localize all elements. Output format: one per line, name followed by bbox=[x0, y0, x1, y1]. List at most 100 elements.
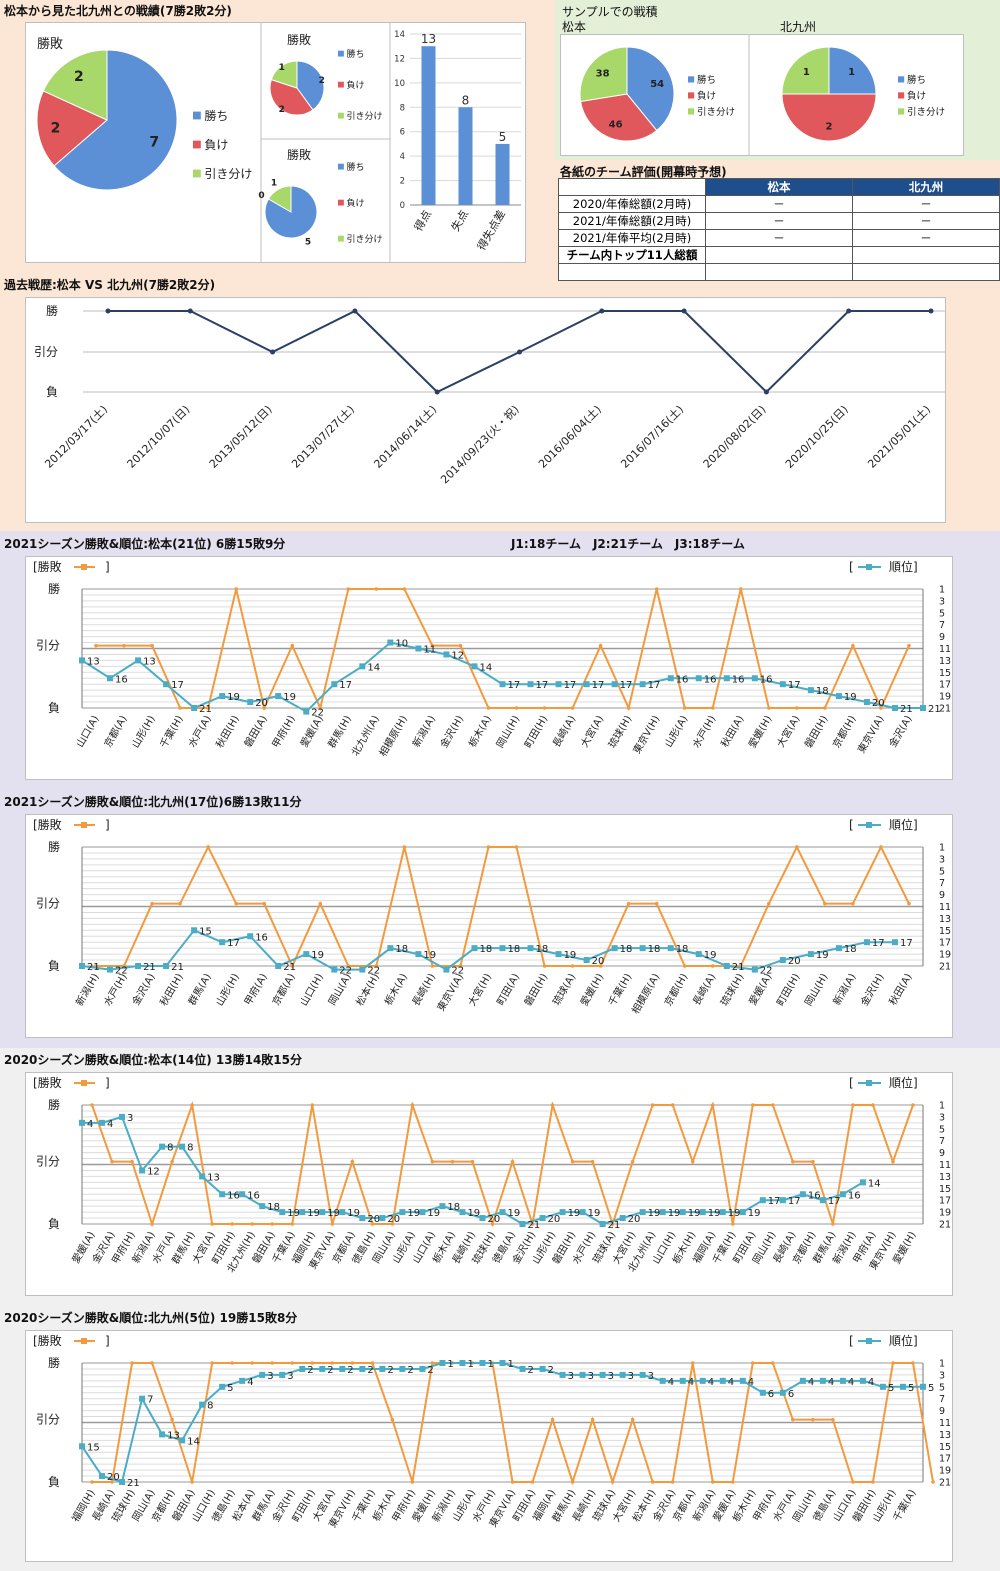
data-label: 17 bbox=[508, 680, 521, 691]
result-point bbox=[590, 1159, 595, 1164]
pie-title: 勝敗 bbox=[37, 37, 63, 52]
result-point bbox=[626, 901, 631, 906]
x-tick-label: 金沢(H) bbox=[437, 713, 466, 750]
data-label: 10 bbox=[395, 639, 408, 650]
rank-point bbox=[499, 1209, 506, 1216]
result-point bbox=[750, 1103, 755, 1107]
data-point bbox=[763, 389, 769, 395]
data-label: 14 bbox=[868, 1178, 881, 1189]
rank-point bbox=[579, 1209, 586, 1216]
data-label: 19 bbox=[748, 1208, 761, 1219]
legend-swatch bbox=[688, 108, 695, 115]
y-tick-label: 1 bbox=[939, 1101, 945, 1112]
pie-slice bbox=[579, 46, 628, 103]
result-point bbox=[831, 1222, 835, 1226]
data-label: 18 bbox=[508, 944, 521, 955]
data-label: 4 bbox=[708, 1377, 714, 1388]
result-point bbox=[911, 1361, 915, 1365]
y-tick-label: 4 bbox=[400, 152, 405, 162]
x-tick-label: 岡山(H) bbox=[494, 713, 522, 750]
rank-point bbox=[779, 1197, 786, 1204]
data-label: 13 bbox=[421, 32, 436, 46]
data-label: 21 bbox=[143, 962, 156, 973]
rank-point bbox=[807, 687, 814, 694]
s2020m-panel bbox=[25, 1072, 953, 1296]
rank-point bbox=[459, 1209, 466, 1216]
y-tick-label: 12 bbox=[394, 54, 405, 64]
evaluation-table: 松本 北九州 2020/年俸総額(2月時) － － 2021/年俸総額(2月時)… bbox=[558, 178, 1000, 281]
x-tick-label: 2021/05/01(土) bbox=[865, 403, 933, 471]
rank-point bbox=[639, 681, 646, 688]
x-tick-label: 愛媛(H) bbox=[577, 971, 606, 1008]
data-label: 2 bbox=[74, 69, 84, 85]
x-tick-label: 群馬(H) bbox=[325, 713, 354, 750]
x-tick-label: 秋田(H) bbox=[157, 971, 186, 1008]
data-label: 18 bbox=[267, 1202, 280, 1213]
data-label: 5 bbox=[227, 1383, 233, 1394]
result-point bbox=[206, 706, 210, 710]
rank-point bbox=[339, 1365, 346, 1372]
rank-point bbox=[659, 1209, 666, 1216]
data-label: 4 bbox=[247, 1377, 253, 1388]
data-label: 21 bbox=[199, 704, 212, 715]
legend-label: 引き分け bbox=[697, 107, 735, 118]
rank-point bbox=[479, 1360, 486, 1366]
data-point bbox=[928, 308, 934, 314]
s2021m-panel bbox=[25, 556, 953, 780]
data-label: 21 bbox=[732, 962, 745, 973]
legend-swatch bbox=[338, 112, 344, 119]
result-point bbox=[318, 901, 323, 906]
rank-point bbox=[555, 681, 562, 688]
data-label: 4 bbox=[728, 1377, 734, 1388]
data-label: 2 bbox=[528, 1365, 534, 1376]
x-tick-label: 山形(H) bbox=[130, 713, 158, 750]
rank-point bbox=[799, 1377, 806, 1384]
result-point bbox=[530, 1480, 535, 1484]
data-label: 14 bbox=[187, 1436, 200, 1447]
y-tick-label: 19 bbox=[939, 950, 951, 961]
data-label: 19 bbox=[307, 1208, 320, 1219]
x-tick-label: 町田(H) bbox=[523, 714, 550, 750]
result-point bbox=[570, 1480, 575, 1484]
data-label: 20 bbox=[628, 1214, 641, 1225]
rank-point bbox=[119, 1113, 126, 1120]
data-label: 19 bbox=[568, 1208, 581, 1219]
x-tick-label: 得失点差 bbox=[474, 208, 508, 253]
y-tick-label: 10 bbox=[394, 79, 405, 89]
y-tick-label: 21 bbox=[939, 962, 951, 973]
table-row: 2021/年俸総額(2月時) － － bbox=[558, 212, 1000, 230]
pie-slice bbox=[270, 60, 298, 89]
data-label: 17 bbox=[227, 938, 240, 949]
y-tick-label: 引分 bbox=[36, 639, 60, 653]
rank-point bbox=[719, 1209, 726, 1216]
rank-point bbox=[99, 1473, 106, 1480]
data-label: 18 bbox=[536, 944, 549, 955]
rank-line bbox=[81, 929, 895, 971]
data-label: 5 bbox=[499, 130, 507, 144]
data-label: 19 bbox=[427, 1208, 440, 1219]
data-label: 8 bbox=[187, 1143, 193, 1154]
result-point bbox=[110, 1480, 114, 1484]
pie-slice bbox=[828, 46, 877, 95]
pie-title: 勝敗 bbox=[287, 32, 311, 47]
result-point bbox=[791, 1159, 795, 1164]
legend-swatch bbox=[898, 76, 905, 83]
legend-rank-marker bbox=[866, 1080, 872, 1086]
result-point bbox=[610, 1480, 615, 1484]
data-label: 21 bbox=[171, 962, 184, 973]
legend-bracket: ] bbox=[105, 560, 110, 574]
data-label: 5 bbox=[908, 1383, 914, 1394]
result-point bbox=[170, 1417, 174, 1422]
x-tick-label: 2016/06/04(土) bbox=[536, 403, 604, 471]
rank-point bbox=[331, 681, 338, 688]
result-point bbox=[514, 706, 519, 710]
data-label: 17 bbox=[788, 1196, 801, 1207]
x-tick-label: 金沢(H) bbox=[858, 971, 887, 1008]
rank-point bbox=[199, 1401, 206, 1408]
y-tick-label: 11 bbox=[939, 644, 951, 655]
data-label: 19 bbox=[708, 1208, 721, 1219]
rank-point bbox=[219, 1191, 226, 1198]
legend-result-label: [勝敗 bbox=[33, 817, 62, 832]
data-label: 2 bbox=[387, 1365, 393, 1376]
y-tick-label: 13 bbox=[939, 1430, 951, 1441]
